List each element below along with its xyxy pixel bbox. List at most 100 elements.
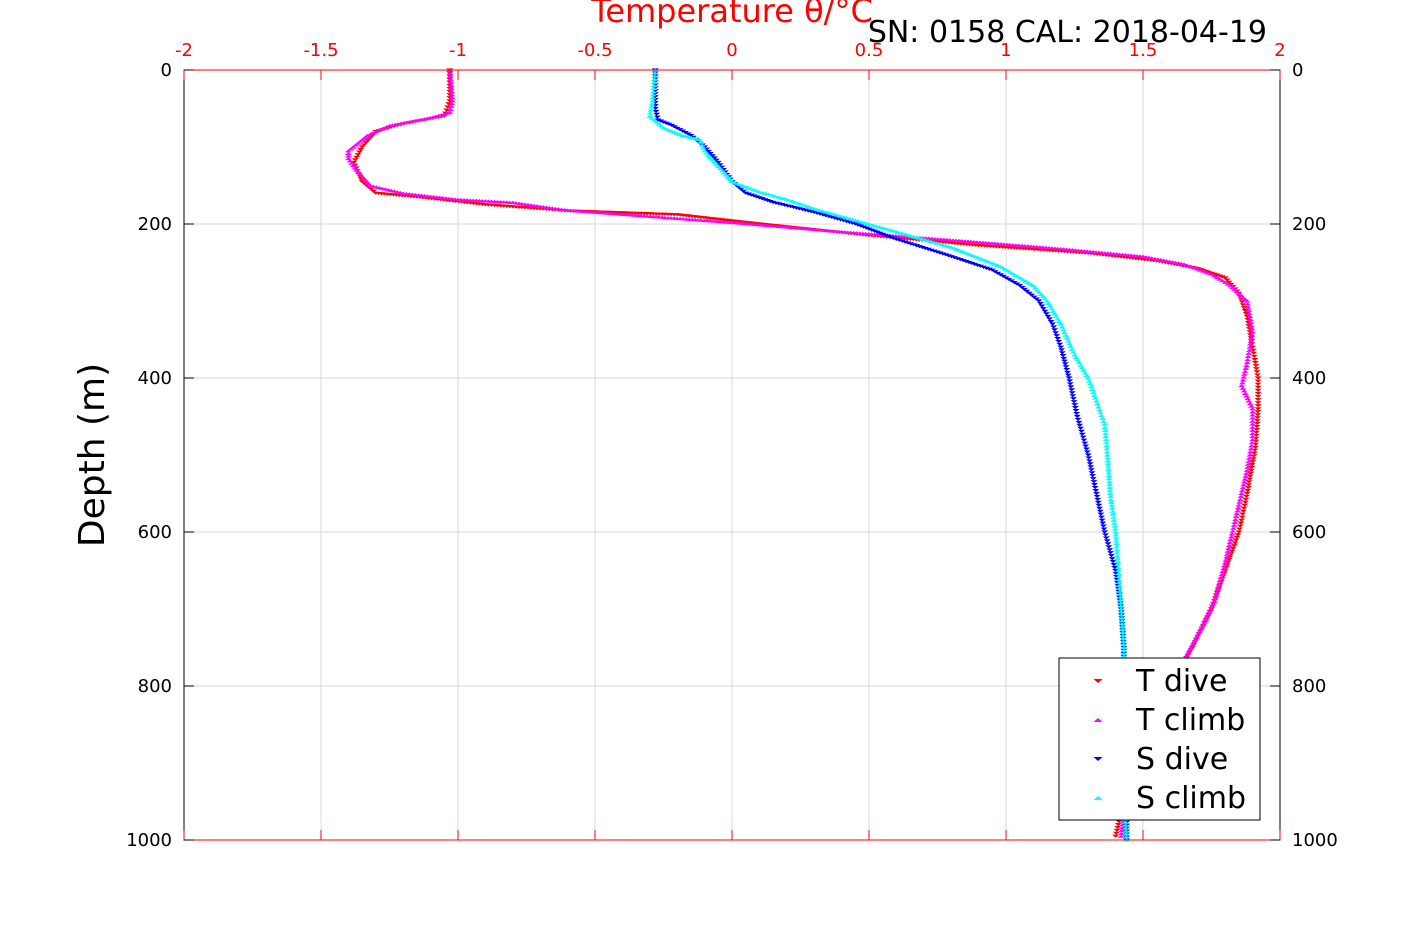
data-point <box>1245 480 1253 484</box>
data-point <box>1113 828 1121 832</box>
data-point <box>1245 459 1253 463</box>
data-point <box>1218 279 1226 283</box>
data-point <box>1230 544 1238 548</box>
data-point <box>1254 391 1262 395</box>
data-point <box>357 147 365 152</box>
data-point <box>1064 339 1072 343</box>
legend-marker <box>1093 756 1103 762</box>
data-point <box>1220 567 1228 571</box>
y-tick-label-right: 400 <box>1292 368 1326 389</box>
data-point <box>651 74 659 78</box>
data-point <box>358 180 366 184</box>
data-point <box>1054 336 1062 341</box>
data-point <box>1249 416 1257 420</box>
data-point <box>1092 488 1100 493</box>
data-point <box>1113 548 1121 552</box>
data-point <box>1210 599 1218 603</box>
data-point <box>1104 465 1112 469</box>
data-point <box>649 99 657 103</box>
data-point <box>706 152 714 156</box>
data-point <box>1105 477 1113 481</box>
y-tick-label-right: 800 <box>1292 676 1326 697</box>
data-point <box>1241 369 1249 373</box>
data-point <box>1077 426 1085 430</box>
data-point <box>1242 311 1250 316</box>
data-point <box>1101 422 1109 426</box>
legend-box <box>1058 657 1261 821</box>
data-point <box>1115 820 1123 824</box>
data-point <box>1251 361 1259 365</box>
data-point <box>1240 506 1248 510</box>
data-point <box>359 137 367 141</box>
data-point <box>1102 434 1110 439</box>
data-point <box>1242 497 1250 501</box>
data-point <box>1103 444 1111 448</box>
data-point <box>687 133 695 138</box>
data-point <box>447 83 455 87</box>
data-point <box>1114 825 1122 830</box>
data-point <box>360 143 368 147</box>
data-point <box>822 214 830 218</box>
data-point <box>1247 447 1255 451</box>
data-point <box>1097 515 1105 519</box>
data-point <box>1249 330 1257 334</box>
data-point <box>1031 286 1039 290</box>
data-point <box>1242 474 1250 478</box>
data-point <box>1052 331 1060 335</box>
data-point <box>716 166 724 171</box>
data-point <box>657 124 665 128</box>
data-point <box>1249 431 1257 436</box>
data-point <box>1080 368 1088 372</box>
data-point <box>1107 554 1115 558</box>
data-point <box>1055 319 1063 324</box>
data-point <box>652 109 660 113</box>
legend-marker <box>1093 795 1103 801</box>
data-point <box>449 99 457 103</box>
data-point <box>1245 483 1253 487</box>
data-point <box>1091 396 1099 400</box>
data-point <box>1035 299 1043 303</box>
data-point <box>1254 388 1262 392</box>
data-point <box>1238 384 1246 388</box>
data-point <box>651 86 659 90</box>
data-point <box>1078 432 1086 436</box>
legend: T dive T climb S dive S climb <box>1058 657 1261 821</box>
data-point <box>1058 348 1066 352</box>
data-point <box>1094 500 1102 504</box>
data-point <box>1059 354 1067 358</box>
data-point <box>351 166 359 170</box>
data-point <box>364 138 372 142</box>
data-point <box>1061 359 1069 363</box>
data-point <box>825 215 833 219</box>
data-point <box>1215 581 1223 586</box>
data-point <box>362 179 370 183</box>
data-point <box>1083 450 1091 454</box>
data-point <box>1246 342 1254 346</box>
data-point <box>1062 365 1070 369</box>
data-point <box>1073 414 1081 419</box>
data-point <box>446 107 454 112</box>
data-point <box>1054 317 1062 321</box>
data-point <box>1219 570 1227 574</box>
data-point <box>1249 438 1257 442</box>
data-point <box>1216 578 1224 583</box>
data-point <box>1254 373 1262 377</box>
data-point <box>1241 309 1249 313</box>
data-point <box>1252 367 1260 371</box>
data-point <box>1118 619 1126 623</box>
data-point <box>1234 506 1242 510</box>
data-point <box>1089 474 1097 478</box>
data-point <box>1056 342 1064 346</box>
data-point <box>1106 491 1114 496</box>
data-point <box>1109 509 1117 513</box>
data-point <box>1246 477 1254 481</box>
data-point <box>1102 441 1110 445</box>
data-point <box>1077 363 1085 367</box>
data-point <box>895 238 903 242</box>
data-point <box>442 108 450 112</box>
data-point <box>347 147 355 151</box>
data-point <box>1064 370 1072 374</box>
data-point <box>649 96 657 100</box>
data-point <box>646 114 654 118</box>
data-point <box>1117 601 1125 605</box>
